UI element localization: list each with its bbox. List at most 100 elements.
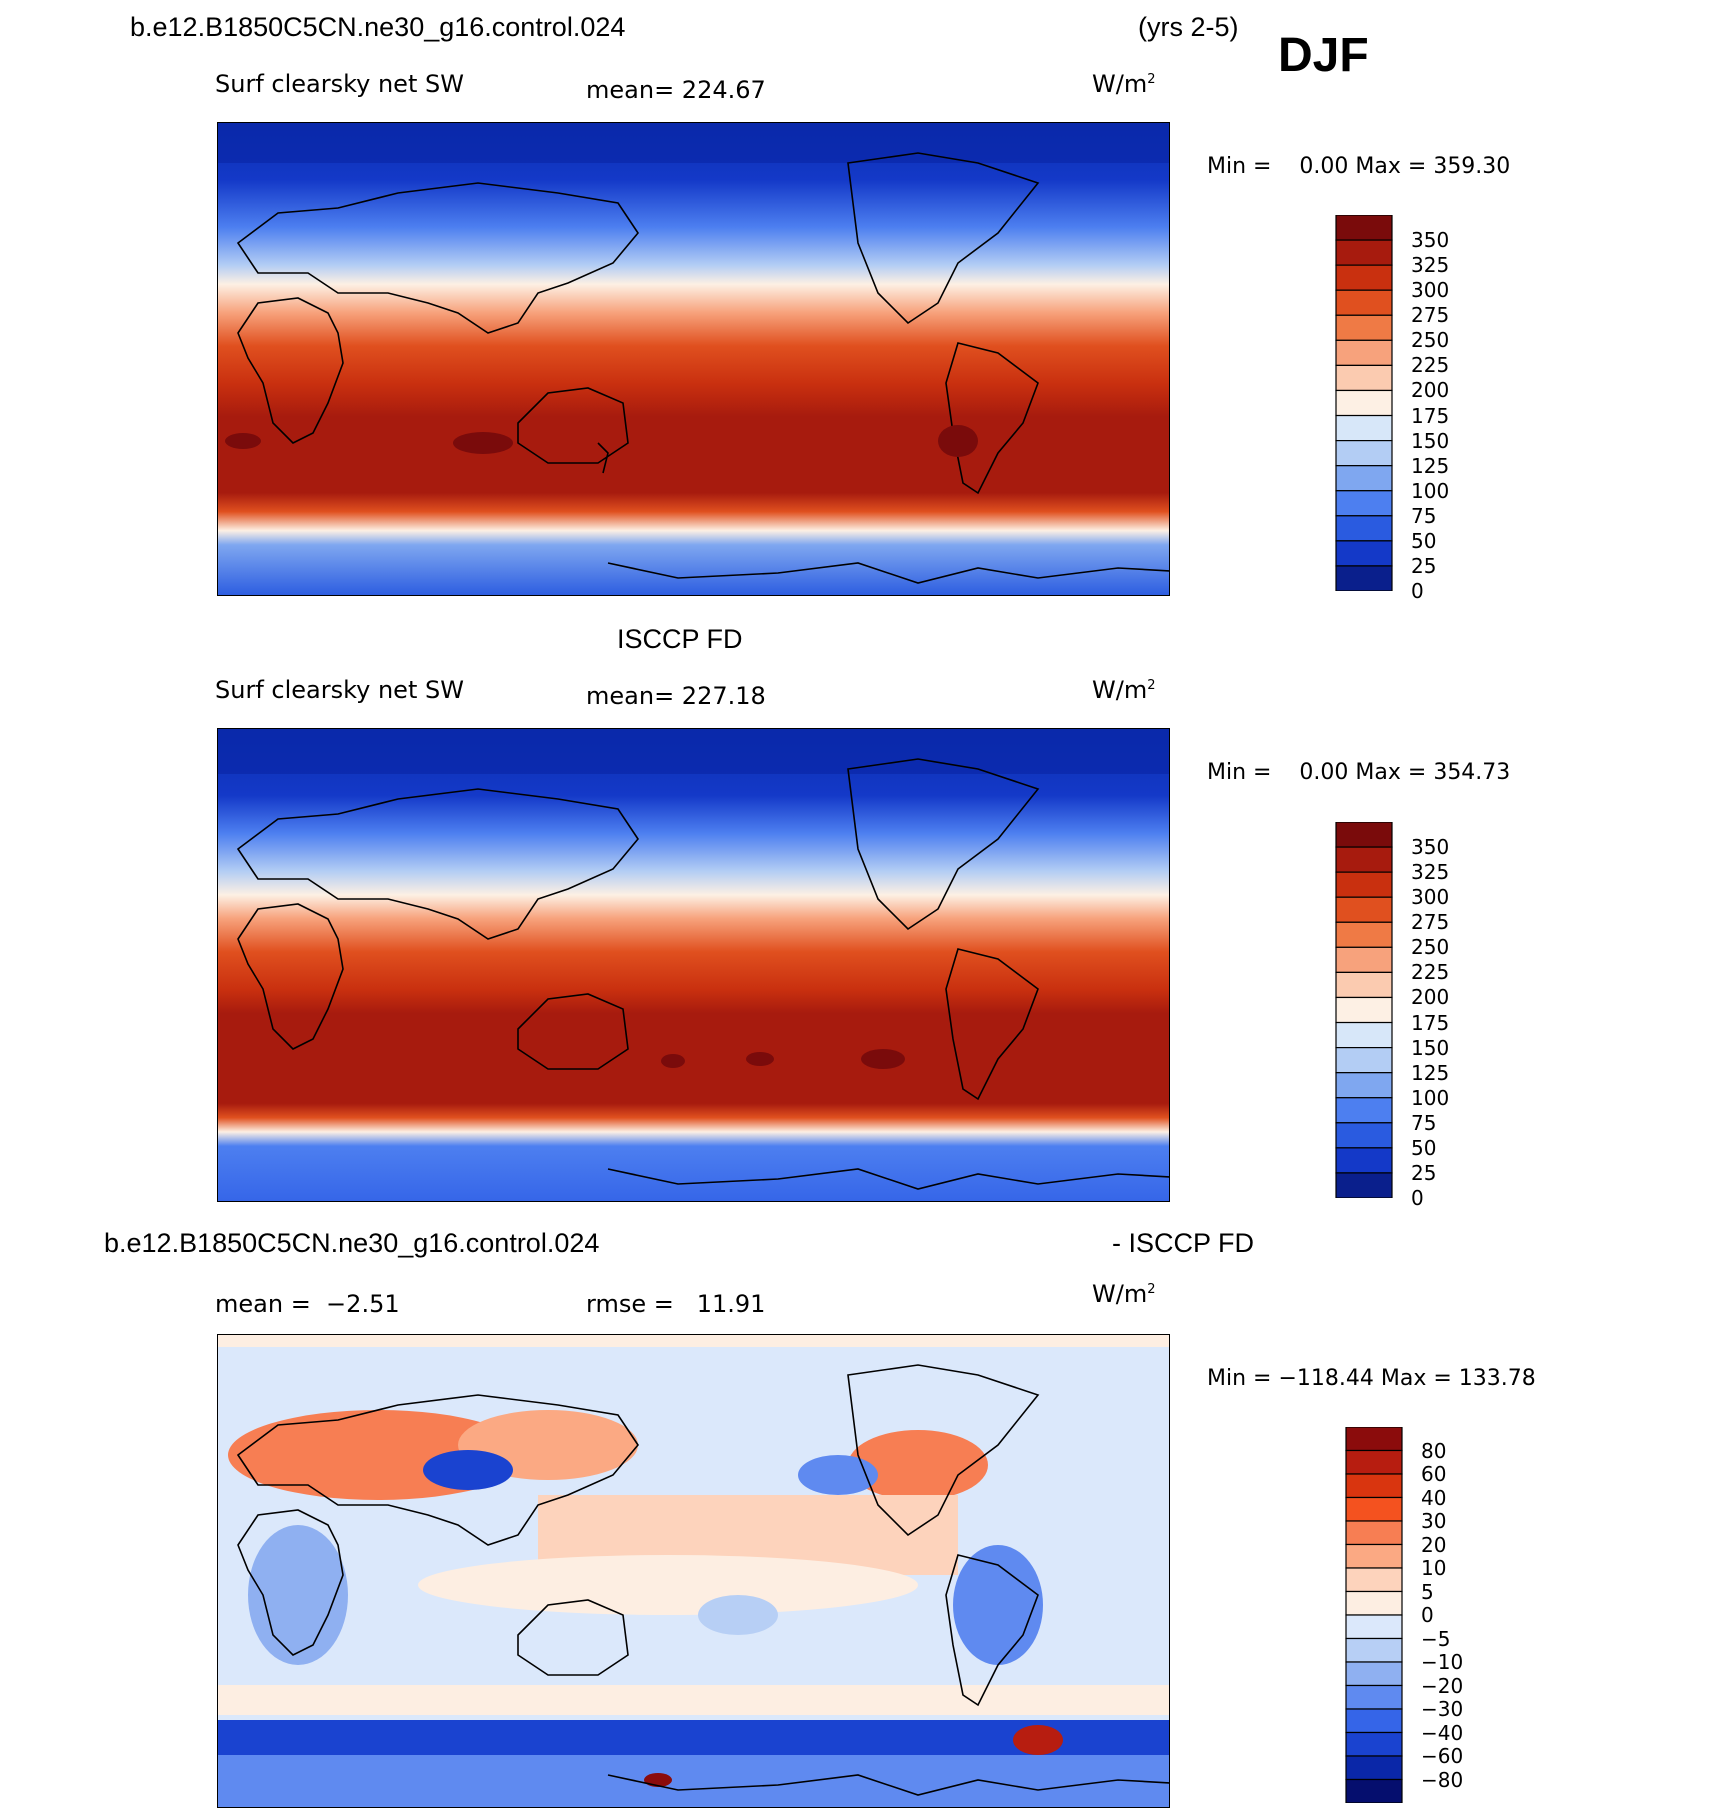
colorbar-tick-label: 250 — [1411, 328, 1450, 353]
colorbar-swatch — [1335, 490, 1393, 517]
colorbar-swatch — [1335, 264, 1393, 291]
colorbar-tick-label: −30 — [1421, 1697, 1464, 1721]
colorbar-tick-label: 225 — [1411, 353, 1450, 378]
colorbar-tick-label: 10 — [1421, 1556, 1447, 1580]
colorbar-tick-label: 250 — [1411, 935, 1450, 960]
colorbar-swatch — [1335, 871, 1393, 898]
colorbar-swatch — [1345, 1449, 1403, 1475]
colorbar-swatch — [1335, 822, 1393, 848]
colorbar-tick-label: 0 — [1421, 1603, 1434, 1627]
colorbar-tick-label: 0 — [1411, 579, 1424, 603]
colorbar-swatch — [1345, 1520, 1403, 1546]
colorbar-swatch — [1345, 1731, 1403, 1757]
panel2-variable: Surf clearsky net SW — [215, 676, 464, 704]
colorbar-swatch — [1345, 1708, 1403, 1734]
colorbar-swatch — [1335, 921, 1393, 948]
colorbar-tick-label: 150 — [1411, 1035, 1450, 1060]
panel1-map — [217, 122, 1170, 596]
colorbar-swatch — [1345, 1590, 1403, 1616]
colorbar-swatch — [1335, 1122, 1393, 1149]
colorbar-swatch — [1335, 565, 1393, 591]
colorbar-tick-label: 75 — [1411, 503, 1437, 528]
colorbar-swatch — [1345, 1778, 1403, 1803]
years-label: (yrs 2-5) — [1138, 12, 1239, 42]
colorbar-swatch — [1335, 896, 1393, 923]
season-label: DJF — [1278, 29, 1369, 82]
colorbar-swatch — [1335, 1172, 1393, 1198]
panel1-variable: Surf clearsky net SW — [215, 70, 464, 98]
colorbar-swatch — [1335, 414, 1393, 442]
colorbar-tick-label: 5 — [1421, 1579, 1434, 1604]
colorbar-swatch — [1345, 1473, 1403, 1499]
colorbar-swatch — [1335, 314, 1393, 341]
colorbar-tick-label: 175 — [1411, 1010, 1450, 1035]
panel2-colorbar — [1335, 822, 1393, 1198]
colorbar-swatch — [1335, 540, 1393, 567]
colorbar-swatch — [1345, 1496, 1403, 1522]
colorbar-tick-label: 25 — [1411, 1160, 1437, 1185]
colorbar-swatch — [1335, 996, 1393, 1024]
colorbar-tick-label: 0 — [1411, 1186, 1424, 1210]
colorbar-swatch — [1335, 364, 1393, 392]
colorbar-tick-label: 325 — [1411, 860, 1450, 885]
colorbar-tick-label: 175 — [1411, 403, 1450, 428]
colorbar-swatch — [1345, 1637, 1403, 1663]
panel2-mean: mean= 227.18 — [586, 682, 766, 710]
colorbar-tick-label: 25 — [1411, 553, 1437, 578]
colorbar-tick-label: 275 — [1411, 910, 1450, 935]
colorbar-tick-label: 200 — [1411, 985, 1450, 1010]
colorbar-tick-label: 100 — [1411, 478, 1450, 503]
colorbar-tick-label: 40 — [1421, 1485, 1447, 1510]
panel3-title-right: - ISCCP FD — [1112, 1228, 1255, 1258]
colorbar-swatch — [1335, 1147, 1393, 1174]
colorbar-tick-label: −60 — [1421, 1744, 1464, 1768]
colorbar-tick-label: 275 — [1411, 303, 1450, 328]
panel2-minmax: Min = 0.00 Max = 354.73 — [1207, 760, 1511, 785]
case-title: b.e12.B1850C5CN.ne30_g16.control.024 — [130, 12, 626, 42]
colorbar-tick-label: 300 — [1411, 278, 1450, 303]
colorbar-swatch — [1335, 1072, 1393, 1099]
colorbar-swatch — [1335, 215, 1393, 241]
colorbar-tick-label: 100 — [1411, 1085, 1450, 1110]
colorbar-swatch — [1345, 1567, 1403, 1593]
colorbar-tick-label: 125 — [1411, 453, 1450, 478]
panel2-units: W/m2 — [1092, 676, 1156, 704]
colorbar-tick-label: 150 — [1411, 428, 1450, 453]
panel1-units: W/m2 — [1092, 70, 1156, 98]
colorbar-tick-label: 75 — [1411, 1110, 1437, 1135]
colorbar-swatch — [1335, 1097, 1393, 1124]
colorbar-swatch — [1335, 971, 1393, 999]
colorbar-swatch — [1345, 1684, 1403, 1710]
colorbar-tick-label: −20 — [1421, 1673, 1464, 1698]
colorbar-tick-label: 20 — [1421, 1532, 1447, 1557]
panel3-minmax: Min = −118.44 Max = 133.78 — [1207, 1366, 1536, 1391]
panel3-units: W/m2 — [1092, 1280, 1156, 1308]
colorbar-swatch — [1335, 1047, 1393, 1074]
colorbar-tick-label: 300 — [1411, 885, 1450, 910]
panel2-title: ISCCP FD — [617, 624, 743, 654]
panel3-title-left: b.e12.B1850C5CN.ne30_g16.control.024 — [104, 1228, 600, 1258]
colorbar-tick-label: 50 — [1411, 528, 1437, 553]
colorbar-tick-label: 125 — [1411, 1060, 1450, 1085]
panel1-minmax: Min = 0.00 Max = 359.30 — [1207, 154, 1511, 179]
colorbar-tick-label: 325 — [1411, 253, 1450, 278]
colorbar-swatch — [1335, 289, 1393, 316]
colorbar-tick-label: −80 — [1421, 1767, 1464, 1792]
panel3-rmse: rmse = 11.91 — [586, 1290, 766, 1318]
colorbar-tick-label: 60 — [1421, 1462, 1447, 1486]
colorbar-swatch — [1335, 465, 1393, 492]
colorbar-tick-label: 200 — [1411, 378, 1450, 403]
colorbar-swatch — [1345, 1755, 1403, 1781]
colorbar-swatch — [1335, 239, 1393, 266]
panel3-colorbar — [1345, 1427, 1403, 1803]
colorbar-swatch — [1335, 515, 1393, 542]
colorbar-swatch — [1335, 440, 1393, 467]
colorbar-swatch — [1345, 1661, 1403, 1687]
panel2-map — [217, 728, 1170, 1202]
colorbar-swatch — [1335, 339, 1393, 367]
colorbar-tick-label: 80 — [1421, 1438, 1447, 1463]
colorbar-swatch — [1345, 1543, 1403, 1569]
colorbar-tick-label: 225 — [1411, 960, 1450, 985]
colorbar-swatch — [1335, 846, 1393, 873]
panel3-map — [217, 1334, 1170, 1808]
